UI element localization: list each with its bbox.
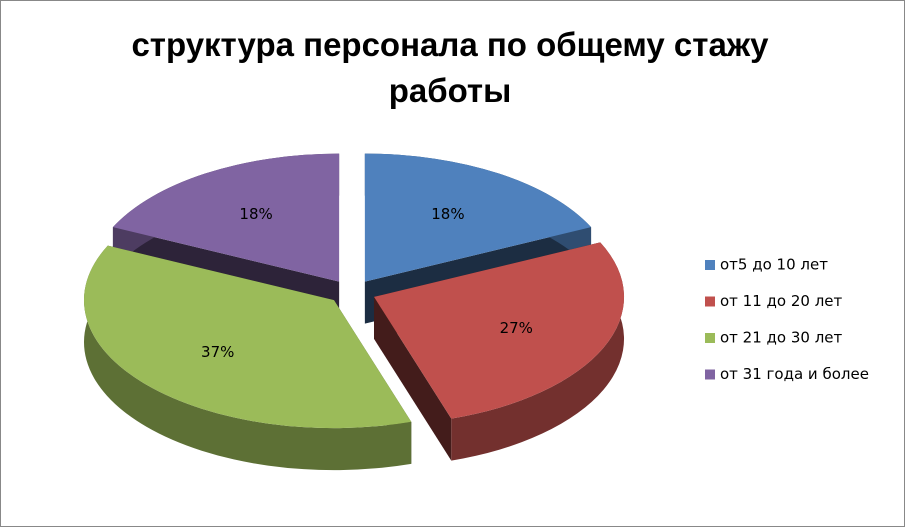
slice — [374, 242, 625, 419]
legend-marker — [705, 369, 715, 380]
chart-title: структура персонала по общему стажу рабо… — [131, 26, 769, 109]
legend-label: от5 до 10 лет — [720, 256, 828, 274]
slice — [364, 153, 592, 282]
legend-marker — [705, 260, 715, 270]
legend-label: от 11 до 20 лет — [720, 292, 843, 310]
legend-marker — [705, 296, 715, 307]
data-label: 18% — [239, 205, 272, 223]
legend-marker — [705, 333, 715, 343]
slice-side — [451, 242, 625, 461]
data-label: 37% — [201, 343, 234, 361]
data-label: 27% — [500, 319, 533, 337]
slice — [112, 153, 340, 282]
slice-side — [83, 245, 412, 471]
legend-label: от 31 года и более — [720, 365, 869, 383]
slice — [83, 245, 412, 429]
legend-label: от 21 до 30 лет — [720, 329, 843, 347]
slice-side — [374, 296, 452, 461]
data-label: 18% — [431, 205, 464, 223]
